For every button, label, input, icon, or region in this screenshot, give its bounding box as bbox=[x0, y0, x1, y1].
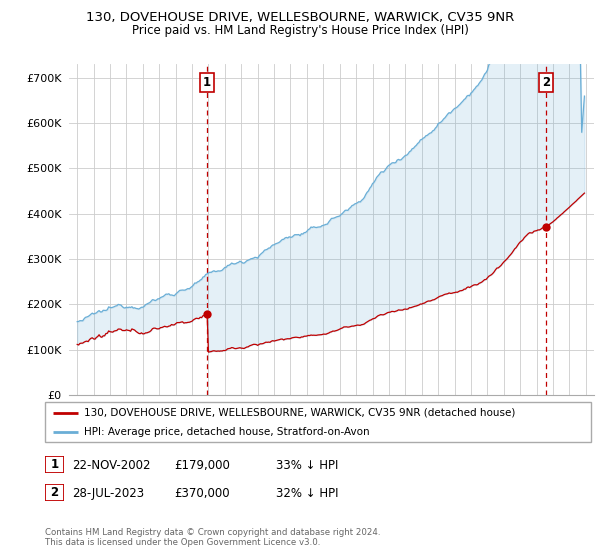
Text: 32% ↓ HPI: 32% ↓ HPI bbox=[276, 487, 338, 501]
Text: 2: 2 bbox=[50, 486, 59, 500]
Text: 130, DOVEHOUSE DRIVE, WELLESBOURNE, WARWICK, CV35 9NR (detached house): 130, DOVEHOUSE DRIVE, WELLESBOURNE, WARW… bbox=[85, 408, 515, 418]
Text: 1: 1 bbox=[50, 458, 59, 472]
Text: 130, DOVEHOUSE DRIVE, WELLESBOURNE, WARWICK, CV35 9NR: 130, DOVEHOUSE DRIVE, WELLESBOURNE, WARW… bbox=[86, 11, 514, 24]
FancyBboxPatch shape bbox=[45, 402, 591, 442]
Text: Price paid vs. HM Land Registry's House Price Index (HPI): Price paid vs. HM Land Registry's House … bbox=[131, 24, 469, 36]
Text: HPI: Average price, detached house, Stratford-on-Avon: HPI: Average price, detached house, Stra… bbox=[85, 427, 370, 437]
Text: £179,000: £179,000 bbox=[174, 459, 230, 473]
Text: 28-JUL-2023: 28-JUL-2023 bbox=[72, 487, 144, 501]
Text: 33% ↓ HPI: 33% ↓ HPI bbox=[276, 459, 338, 473]
Text: 22-NOV-2002: 22-NOV-2002 bbox=[72, 459, 151, 473]
Text: 2: 2 bbox=[542, 76, 550, 89]
Text: £370,000: £370,000 bbox=[174, 487, 230, 501]
Text: Contains HM Land Registry data © Crown copyright and database right 2024.
This d: Contains HM Land Registry data © Crown c… bbox=[45, 528, 380, 547]
Text: 1: 1 bbox=[203, 76, 211, 89]
